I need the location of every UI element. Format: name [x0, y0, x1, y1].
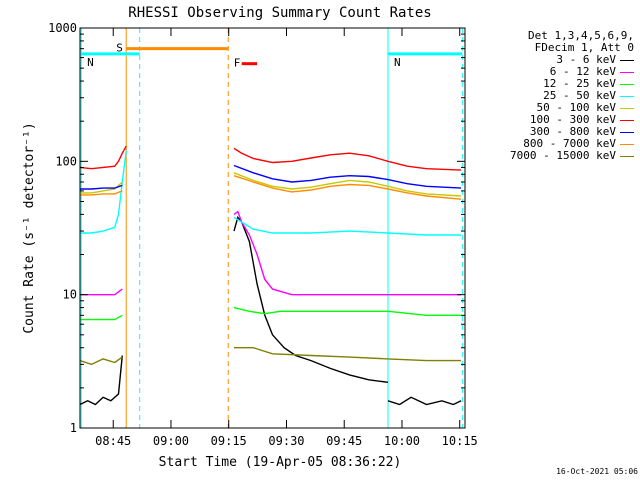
plot-frame: [79, 27, 466, 429]
x-tick-label: 09:45: [326, 434, 362, 448]
flag-label: N: [87, 56, 94, 69]
x-tick-label: 09:00: [153, 434, 189, 448]
legend-item: 25 - 50 keV: [543, 90, 634, 102]
legend-item: 800 - 7000 keV: [523, 138, 634, 150]
series-line: [80, 190, 123, 196]
legend-swatch: [620, 83, 634, 85]
series-line: [233, 164, 462, 189]
legend-header: FDecim 1, Att 0: [534, 41, 634, 54]
legend-item: 3 - 6 keV: [556, 54, 634, 66]
x-axis-ticks: 08:45 09:00 09:15 09:30 09:45 10:00 10:15: [95, 28, 478, 448]
y-tick-label: 100: [55, 154, 77, 168]
legend-swatch: [620, 107, 634, 109]
series-line: [79, 145, 127, 170]
legend-item-label: 12 - 25 keV: [543, 77, 616, 90]
y-axis-label: Count Rate (s⁻¹ detector⁻¹): [22, 122, 37, 333]
legend-item-label: 100 - 300 keV: [529, 113, 616, 126]
series-line: [387, 396, 462, 406]
x-tick-label: 09:15: [211, 434, 247, 448]
legend-header: Det 1,3,4,5,6,9,: [528, 29, 634, 42]
flag-label: F: [234, 57, 241, 70]
x-tick-label: 10:00: [384, 434, 420, 448]
series-line: [233, 216, 462, 236]
legend-item-label: 6 - 12 keV: [549, 65, 616, 78]
footer-timestamp: 16-Oct-2021 05:06: [556, 467, 638, 476]
series-line: [233, 172, 462, 197]
series-line: [80, 184, 123, 190]
legend-swatch: [620, 119, 634, 121]
legend-swatch: [620, 155, 634, 157]
flag-bars: S N N F: [81, 42, 463, 70]
legend-item-label: 50 - 100 keV: [536, 101, 616, 114]
y-tick-label: 1000: [48, 21, 77, 35]
legend-item-label: 800 - 7000 keV: [523, 137, 616, 150]
flag-label: S: [116, 42, 123, 55]
x-tick-label: 10:15: [442, 434, 478, 448]
x-tick-label: 08:45: [95, 434, 131, 448]
series-line: [79, 356, 123, 366]
legend-swatch: [620, 131, 634, 133]
series-line: [233, 210, 462, 296]
legend-item: 12 - 25 keV: [543, 78, 634, 90]
series-line: [80, 314, 123, 321]
legend-swatch: [620, 143, 634, 145]
series-line: [233, 306, 462, 316]
legend-item: 300 - 800 keV: [530, 126, 634, 138]
series-line: [234, 347, 462, 362]
legend-swatch: [620, 95, 634, 97]
legend-swatch: [620, 59, 634, 61]
series-line: [80, 288, 123, 296]
series-lines: [79, 145, 462, 406]
legend-item-label: 300 - 800 keV: [529, 125, 616, 138]
series-line: [233, 175, 462, 200]
y-tick-label: 10: [63, 288, 77, 302]
legend-swatch: [620, 71, 634, 73]
legend-item-label: 7000 - 15000 keV: [510, 149, 616, 162]
legend-item: 6 - 12 keV: [550, 66, 634, 78]
legend-item: 50 - 100 keV: [537, 102, 634, 114]
series-line: [233, 147, 462, 171]
time-marker-lines: [80, 28, 463, 428]
y-axis-ticks: 1 10 100 1000: [48, 21, 465, 435]
x-axis-label: Start Time (19-Apr-05 08:36:22): [159, 455, 402, 470]
legend-item: 100 - 300 keV: [530, 114, 634, 126]
y-tick-label: 1: [70, 421, 77, 435]
x-tick-label: 09:30: [268, 434, 304, 448]
chart-title: RHESSI Observing Summary Count Rates: [128, 5, 431, 21]
series-line: [79, 355, 123, 406]
flag-label: N: [394, 56, 401, 69]
legend-item: 7000 - 15000 keV: [510, 150, 634, 162]
legend-item-label: 3 - 6 keV: [556, 53, 616, 66]
legend-item-label: 25 - 50 keV: [543, 89, 616, 102]
